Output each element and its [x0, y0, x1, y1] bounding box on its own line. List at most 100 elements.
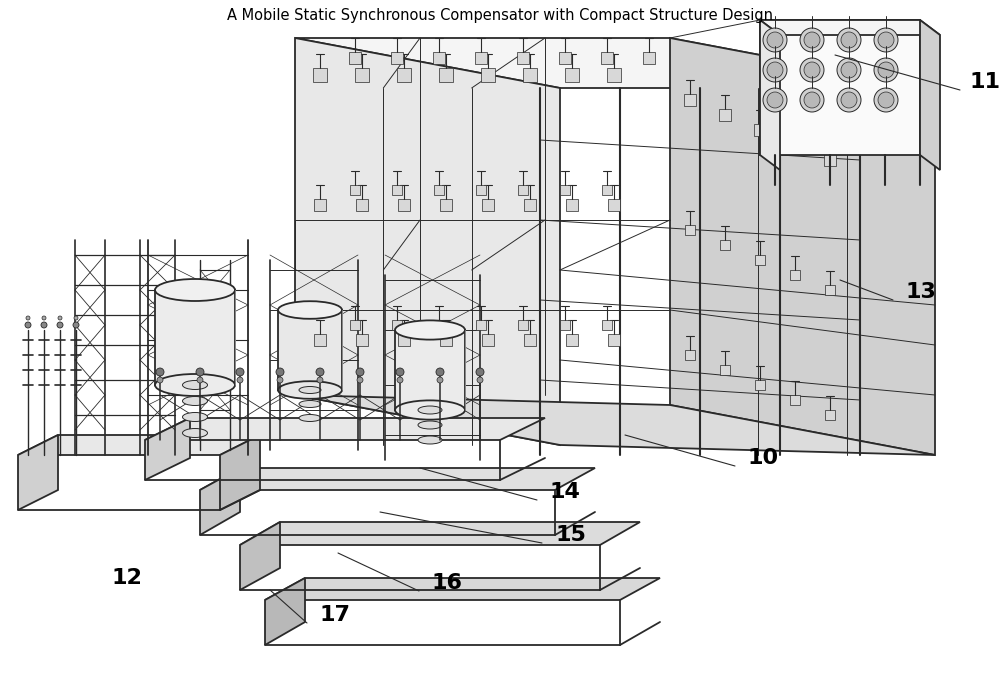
Ellipse shape	[278, 381, 342, 399]
Text: 14: 14	[550, 482, 581, 502]
Ellipse shape	[418, 406, 442, 414]
Polygon shape	[155, 290, 235, 385]
Circle shape	[800, 28, 824, 52]
Circle shape	[156, 368, 164, 376]
Polygon shape	[145, 418, 190, 480]
Circle shape	[878, 62, 894, 78]
Polygon shape	[392, 320, 402, 330]
Circle shape	[196, 368, 204, 376]
Polygon shape	[825, 285, 835, 295]
Polygon shape	[560, 185, 570, 195]
Circle shape	[476, 368, 484, 376]
Polygon shape	[314, 199, 326, 211]
Polygon shape	[685, 350, 695, 360]
Polygon shape	[789, 139, 801, 151]
Polygon shape	[349, 52, 361, 64]
Circle shape	[197, 377, 203, 383]
Polygon shape	[601, 52, 613, 64]
Polygon shape	[440, 199, 452, 211]
Ellipse shape	[299, 401, 321, 408]
Polygon shape	[481, 68, 495, 82]
Polygon shape	[518, 320, 528, 330]
Circle shape	[837, 88, 861, 112]
Circle shape	[800, 58, 824, 82]
Ellipse shape	[155, 279, 235, 301]
Circle shape	[396, 368, 404, 376]
Circle shape	[841, 32, 857, 48]
Polygon shape	[439, 68, 453, 82]
Circle shape	[356, 368, 364, 376]
Polygon shape	[295, 38, 560, 445]
Circle shape	[804, 62, 820, 78]
Circle shape	[436, 368, 444, 376]
Polygon shape	[356, 199, 368, 211]
Polygon shape	[719, 109, 731, 121]
Circle shape	[767, 62, 783, 78]
Text: 17: 17	[320, 605, 351, 625]
Circle shape	[878, 92, 894, 108]
Polygon shape	[392, 185, 402, 195]
Circle shape	[397, 377, 403, 383]
Polygon shape	[434, 320, 444, 330]
Ellipse shape	[278, 301, 342, 319]
Text: 15: 15	[555, 525, 586, 545]
Polygon shape	[395, 330, 465, 410]
Polygon shape	[760, 20, 940, 35]
Circle shape	[767, 92, 783, 108]
Polygon shape	[314, 334, 326, 346]
Polygon shape	[517, 52, 529, 64]
Polygon shape	[350, 185, 360, 195]
Polygon shape	[350, 320, 360, 330]
Polygon shape	[670, 38, 935, 455]
Polygon shape	[265, 578, 305, 645]
Circle shape	[874, 58, 898, 82]
Polygon shape	[200, 468, 240, 535]
Polygon shape	[524, 334, 536, 346]
Polygon shape	[18, 435, 58, 510]
Circle shape	[837, 58, 861, 82]
Polygon shape	[398, 199, 410, 211]
Polygon shape	[476, 185, 486, 195]
Polygon shape	[602, 320, 612, 330]
Circle shape	[800, 88, 824, 112]
Ellipse shape	[299, 387, 321, 394]
Circle shape	[58, 316, 62, 320]
Ellipse shape	[182, 396, 208, 405]
Polygon shape	[608, 334, 620, 346]
Circle shape	[767, 32, 783, 48]
Circle shape	[874, 88, 898, 112]
Circle shape	[276, 368, 284, 376]
Circle shape	[477, 377, 483, 383]
Polygon shape	[295, 395, 935, 455]
Circle shape	[317, 377, 323, 383]
Polygon shape	[565, 68, 579, 82]
Polygon shape	[398, 334, 410, 346]
Text: 16: 16	[432, 573, 463, 593]
Polygon shape	[391, 52, 403, 64]
Polygon shape	[560, 320, 570, 330]
Polygon shape	[790, 395, 800, 405]
Circle shape	[874, 28, 898, 52]
Polygon shape	[643, 52, 655, 64]
Polygon shape	[720, 240, 730, 250]
Circle shape	[74, 316, 78, 320]
Ellipse shape	[182, 380, 208, 389]
Polygon shape	[240, 522, 640, 545]
Polygon shape	[685, 225, 695, 235]
Polygon shape	[145, 418, 545, 440]
Polygon shape	[278, 310, 342, 390]
Polygon shape	[440, 334, 452, 346]
Circle shape	[73, 322, 79, 328]
Polygon shape	[475, 52, 487, 64]
Polygon shape	[607, 68, 621, 82]
Polygon shape	[220, 435, 260, 510]
Polygon shape	[754, 124, 766, 136]
Polygon shape	[608, 199, 620, 211]
Polygon shape	[760, 20, 920, 155]
Polygon shape	[355, 68, 369, 82]
Polygon shape	[356, 334, 368, 346]
Polygon shape	[760, 20, 780, 170]
Circle shape	[357, 377, 363, 383]
Polygon shape	[313, 68, 327, 82]
Polygon shape	[200, 468, 595, 490]
